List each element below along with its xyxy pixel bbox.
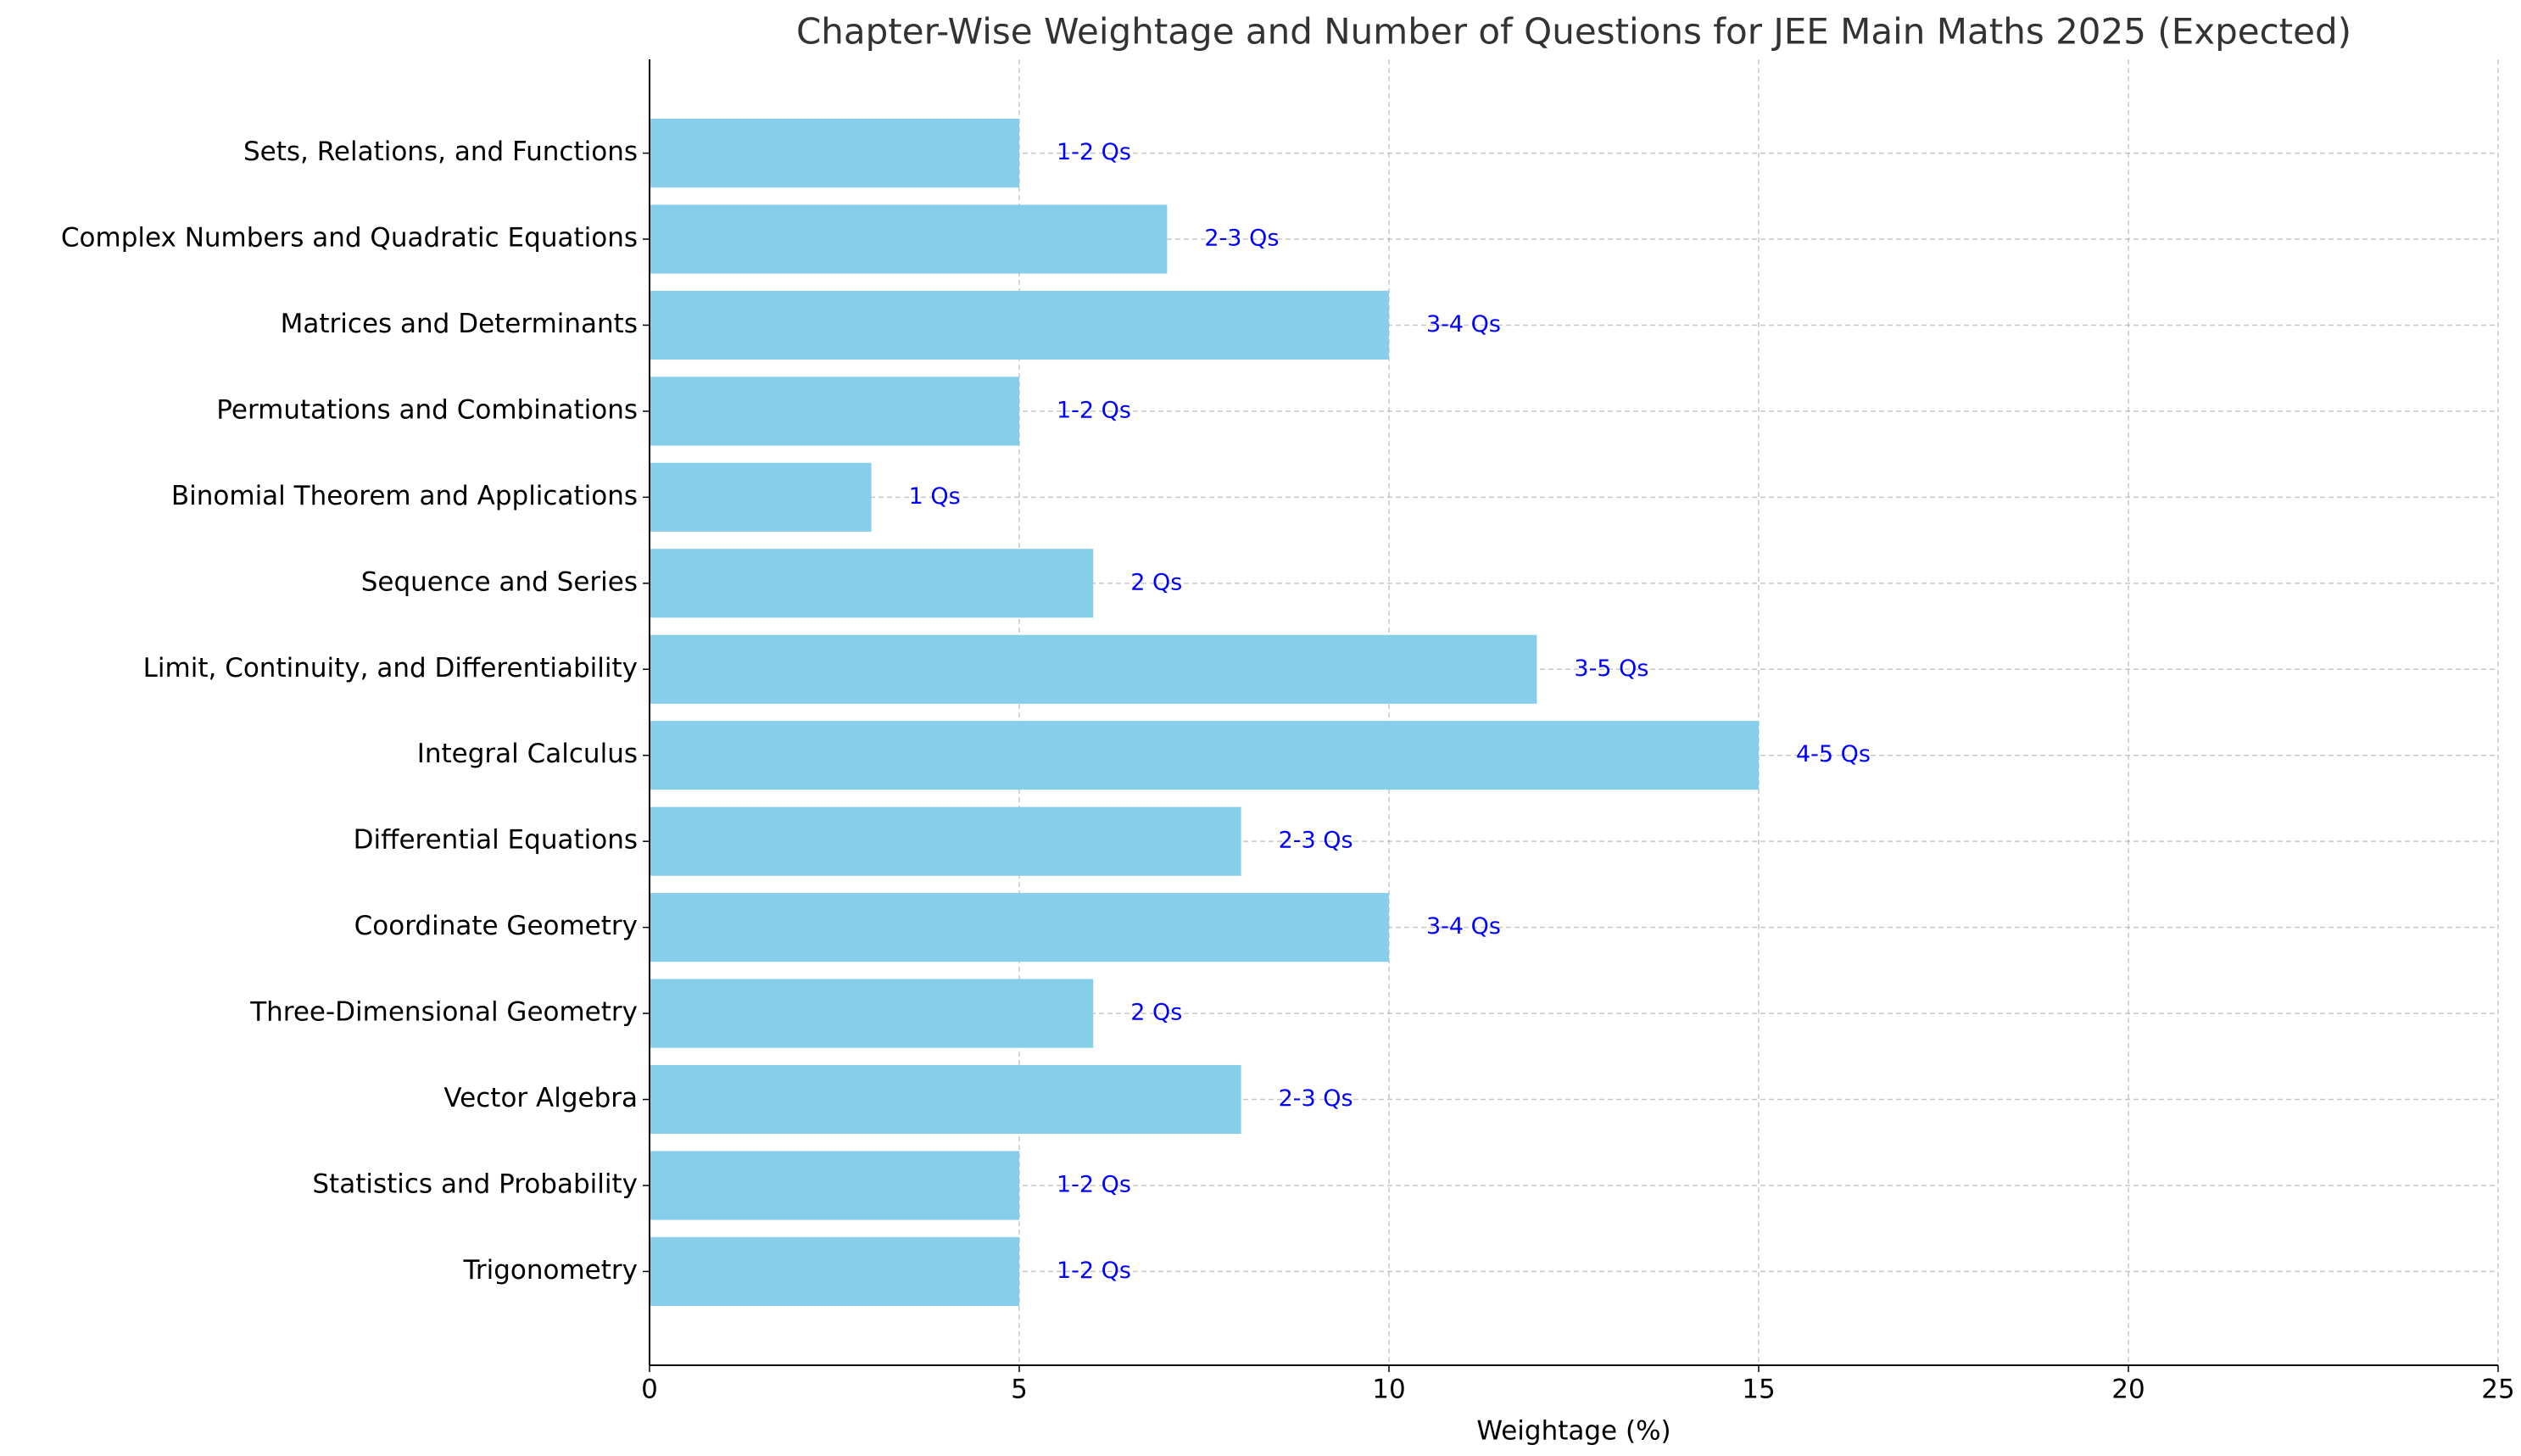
bar	[650, 979, 1094, 1048]
y-tick-label: Vector Algebra	[443, 1083, 638, 1113]
y-tick-label: Differential Equations	[354, 825, 638, 856]
bar	[650, 1236, 1019, 1306]
y-tick-label: Complex Numbers and Quadratic Equations	[61, 223, 638, 254]
y-tick-label: Coordinate Geometry	[354, 911, 638, 941]
annotation: 1 Qs	[909, 483, 961, 510]
bar	[650, 549, 1094, 618]
y-tick-label: Permutations and Combinations	[216, 394, 638, 425]
y-tick-label: Limit, Continuity, and Differentiability	[143, 653, 638, 683]
bar	[650, 1064, 1241, 1135]
x-tick-label: 10	[1372, 1375, 1405, 1405]
x-tick-label: 25	[2481, 1375, 2514, 1405]
bar	[650, 290, 1389, 360]
x-tick-label: 20	[2111, 1375, 2145, 1405]
bar	[650, 377, 1019, 446]
chart-title: Chapter-Wise Weightage and Number of Que…	[796, 11, 2351, 53]
bar	[650, 721, 1759, 790]
annotation: 1-2 Qs	[1057, 1258, 1131, 1284]
y-tick-label: Statistics and Probability	[312, 1169, 638, 1199]
bar	[650, 806, 1241, 876]
y-tick-label: Matrices and Determinants	[281, 309, 638, 339]
bar	[650, 462, 872, 532]
annotation: 3-5 Qs	[1574, 655, 1648, 682]
annotation: 1-2 Qs	[1057, 397, 1131, 423]
annotation: 2 Qs	[1130, 1000, 1182, 1026]
y-tick-label: Sets, Relations, and Functions	[243, 137, 638, 167]
bar	[650, 1151, 1019, 1220]
annotation: 2 Qs	[1130, 569, 1182, 595]
annotation: 2-3 Qs	[1204, 226, 1279, 252]
bar	[650, 634, 1537, 704]
y-tick-label: Integral Calculus	[417, 739, 638, 769]
y-tick-label: Three-Dimensional Geometry	[249, 997, 638, 1028]
x-axis-label: Weightage (%)	[1476, 1416, 1670, 1447]
annotation: 3-4 Qs	[1426, 311, 1501, 338]
bar	[650, 893, 1389, 962]
x-tick-label: 0	[641, 1375, 658, 1405]
x-tick-label: 15	[1742, 1375, 1775, 1405]
annotation: 1-2 Qs	[1057, 1171, 1131, 1197]
annotation: 4-5 Qs	[1796, 741, 1871, 767]
y-tick-label: Binomial Theorem and Applications	[171, 481, 638, 511]
bar	[650, 119, 1019, 188]
annotation: 2-3 Qs	[1279, 1085, 1353, 1112]
y-tick-label: Trigonometry	[462, 1255, 638, 1286]
annotation: 1-2 Qs	[1057, 139, 1131, 165]
y-tick-label: Sequence and Series	[361, 566, 638, 597]
bar	[650, 204, 1168, 274]
annotation: 2-3 Qs	[1279, 828, 1353, 854]
x-tick-label: 5	[1011, 1375, 1028, 1405]
annotation: 3-4 Qs	[1426, 913, 1501, 940]
